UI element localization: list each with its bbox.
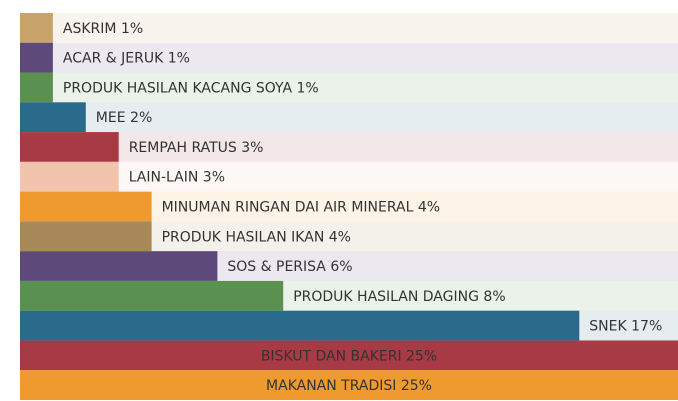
bar [20, 340, 678, 371]
bar-label: SNEK 17% [589, 319, 662, 335]
value-label: 25% [401, 378, 432, 394]
bar [20, 42, 53, 73]
bar [20, 72, 53, 103]
value-label: 1% [297, 80, 319, 96]
bar-label: SOS & PERISA 6% [227, 259, 352, 275]
bar-label: ACAR & JERUK 1% [63, 51, 190, 67]
bar-label: PRODUK HASILAN IKAN 4% [162, 229, 351, 245]
category-label: SNEK [589, 319, 627, 335]
category-label: PRODUK HASILAN IKAN [162, 229, 325, 245]
value-label: 1% [121, 21, 143, 37]
row-background [20, 161, 678, 192]
bar-label: MINUMAN RINGAN DAI AIR MINERAL 4% [162, 200, 441, 216]
category-label: LAIN-LAIN [129, 170, 199, 186]
bar [20, 13, 53, 43]
value-label: 2% [130, 110, 152, 126]
bar [20, 132, 119, 162]
value-label: 25% [406, 348, 437, 364]
row-background [20, 72, 678, 103]
row-background [20, 13, 678, 43]
row-background [20, 42, 678, 73]
category-label: PRODUK HASILAN KACANG SOYA [63, 80, 293, 96]
bar-label: BISKUT DAN BAKERI 25% [261, 348, 437, 364]
category-label: MINUMAN RINGAN DAI AIR MINERAL [162, 200, 414, 216]
category-label: ACAR & JERUK [63, 51, 164, 67]
bar-label: LAIN-LAIN 3% [129, 170, 225, 186]
bar [20, 251, 218, 281]
value-label: 4% [418, 200, 440, 216]
bar-label: REMPAH RATUS 3% [129, 140, 264, 156]
value-label: 6% [330, 259, 352, 275]
category-label: ASKRIM [63, 21, 117, 37]
category-label: PRODUK HASILAN DAGING [293, 289, 479, 305]
value-label: 3% [241, 140, 263, 156]
category-label: MAKANAN TRADISI [266, 378, 396, 394]
value-label: 3% [203, 170, 225, 186]
bar-label: PRODUK HASILAN KACANG SOYA 1% [63, 80, 319, 96]
category-label: REMPAH RATUS [129, 140, 237, 156]
value-label: 4% [329, 229, 351, 245]
category-label: BISKUT DAN BAKERI [261, 348, 402, 364]
bar-label: ASKRIM 1% [63, 21, 143, 37]
bar [20, 370, 678, 400]
row-background [20, 132, 678, 162]
category-label: MEE [96, 110, 126, 126]
row-background [20, 102, 678, 133]
bar [20, 102, 86, 133]
plot-area [20, 13, 678, 400]
bar [20, 161, 119, 192]
value-label: 8% [483, 289, 505, 305]
bar [20, 280, 284, 311]
bar [20, 191, 152, 222]
bar-label: MAKANAN TRADISI 25% [266, 378, 432, 394]
value-label: 17% [631, 319, 662, 335]
bar [20, 221, 152, 252]
bar-label: MEE 2% [96, 110, 152, 126]
bar-label: PRODUK HASILAN DAGING 8% [293, 289, 505, 305]
bar [20, 310, 580, 341]
category-label: SOS & PERISA [227, 259, 326, 275]
value-label: 1% [168, 51, 190, 67]
